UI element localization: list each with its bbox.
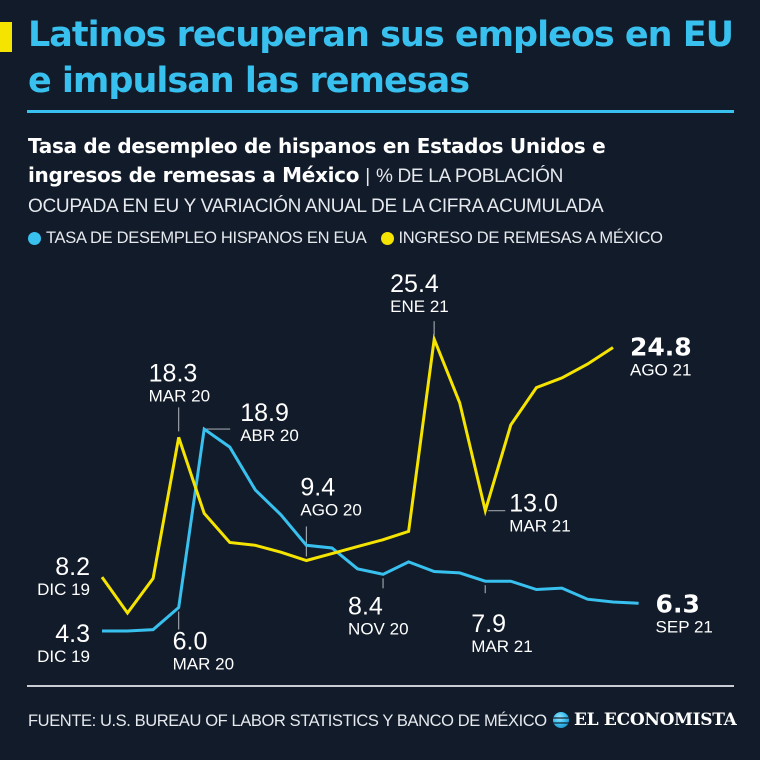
annotation-leaders: [178, 321, 506, 630]
subtitle-bold-line-2: ingresos de remesas a México: [28, 163, 360, 187]
publisher-logo: EL ECONOMISTA: [553, 710, 737, 730]
annotation-remesas-ago-21-date: AGO 21: [630, 360, 691, 379]
headline: Latinos recuperan sus empleos en EU e im…: [28, 12, 748, 104]
annotation-remesas-ago-20-date: AGO 20: [300, 500, 361, 519]
annotation-remesas-mar-21-date: MAR 21: [509, 517, 570, 536]
annotation-desempleo-mar-21-value: 7.9: [471, 610, 506, 638]
annotation-desempleo-nov-20-value: 8.4: [348, 592, 383, 620]
annotation-remesas-dic-19-value: 8.2: [55, 553, 90, 581]
legend-dot-desempleo-icon: [28, 232, 41, 245]
legend-item-remesas: INGRESO DE REMESAS A MÉXICO: [380, 229, 664, 248]
footer-divider: [27, 685, 734, 687]
annotation-desempleo-dic-19-value: 4.3: [55, 620, 90, 648]
annotation-remesas-ene-21-value: 25.4: [390, 270, 439, 298]
series-lines: [100, 333, 639, 633]
annotation-desempleo-sep-21-date: SEP 21: [656, 617, 713, 636]
legend-label-desempleo: TASA DE DESEMPLEO HISPANOS EN EUA: [46, 229, 367, 247]
annotation-desempleo-sep-21-value: 6.3: [656, 589, 700, 618]
annotation-desempleo-dic-19-date: DIC 19: [37, 647, 90, 666]
annotation-desempleo-abr-20-value: 18.9: [240, 399, 289, 427]
annotation-remesas-mar-20-value: 18.3: [149, 359, 198, 387]
source-note: FUENTE: U.S. BUREAU OF LABOR STATISTICS …: [28, 712, 547, 730]
legend-label-remesas: INGRESO DE REMESAS A MÉXICO: [398, 229, 664, 247]
subtitle-units-line-2: OCUPADA EN EU Y VARIACIÓN ANUAL DE LA CI…: [28, 196, 604, 217]
annotation-desempleo-mar-21-date: MAR 21: [471, 637, 532, 656]
legend-item-desempleo: TASA DE DESEMPLEO HISPANOS EN EUA: [28, 229, 367, 248]
chart-legend: TASA DE DESEMPLEO HISPANOS EN EUA INGRES…: [28, 229, 677, 248]
legend-dot-remesas-icon: [380, 232, 394, 245]
annotation-remesas-mar-20-date: MAR 20: [149, 386, 210, 405]
chart-subtitle: Tasa de desempleo de hispanos en Estados…: [28, 132, 743, 221]
annotation-desempleo-abr-20-date: ABR 20: [240, 426, 299, 445]
annotation-remesas-ago-20-value: 9.4: [300, 473, 335, 501]
subtitle-units-line-1: % DE LA POBLACIÓN: [375, 166, 564, 187]
annotation-desempleo-mar-20-value: 6.0: [173, 627, 208, 655]
annotation-desempleo-mar-20-date: MAR 20: [173, 654, 234, 673]
subtitle-bold-line-1: Tasa de desempleo de hispanos en Estados…: [28, 134, 606, 158]
globe-icon: [553, 712, 569, 728]
logo-text: EL ECONOMISTA: [574, 710, 737, 730]
annotation-desempleo-nov-20-date: NOV 20: [348, 619, 408, 638]
annotation-remesas-ene-21-date: ENE 21: [390, 297, 449, 316]
headline-accent-bar: [0, 22, 12, 52]
annotation-remesas-mar-21-value: 13.0: [509, 490, 558, 518]
annotation-remesas-dic-19-date: DIC 19: [37, 580, 90, 599]
annotation-remesas-ago-21-value: 24.8: [630, 332, 692, 361]
subtitle-separator: |: [365, 166, 370, 187]
headline-line-2: e impulsan las remesas: [28, 61, 470, 101]
series-line-desempleo: [102, 426, 639, 633]
headline-divider: [27, 110, 734, 113]
headline-line-1: Latinos recuperan sus empleos en EU: [28, 15, 734, 55]
